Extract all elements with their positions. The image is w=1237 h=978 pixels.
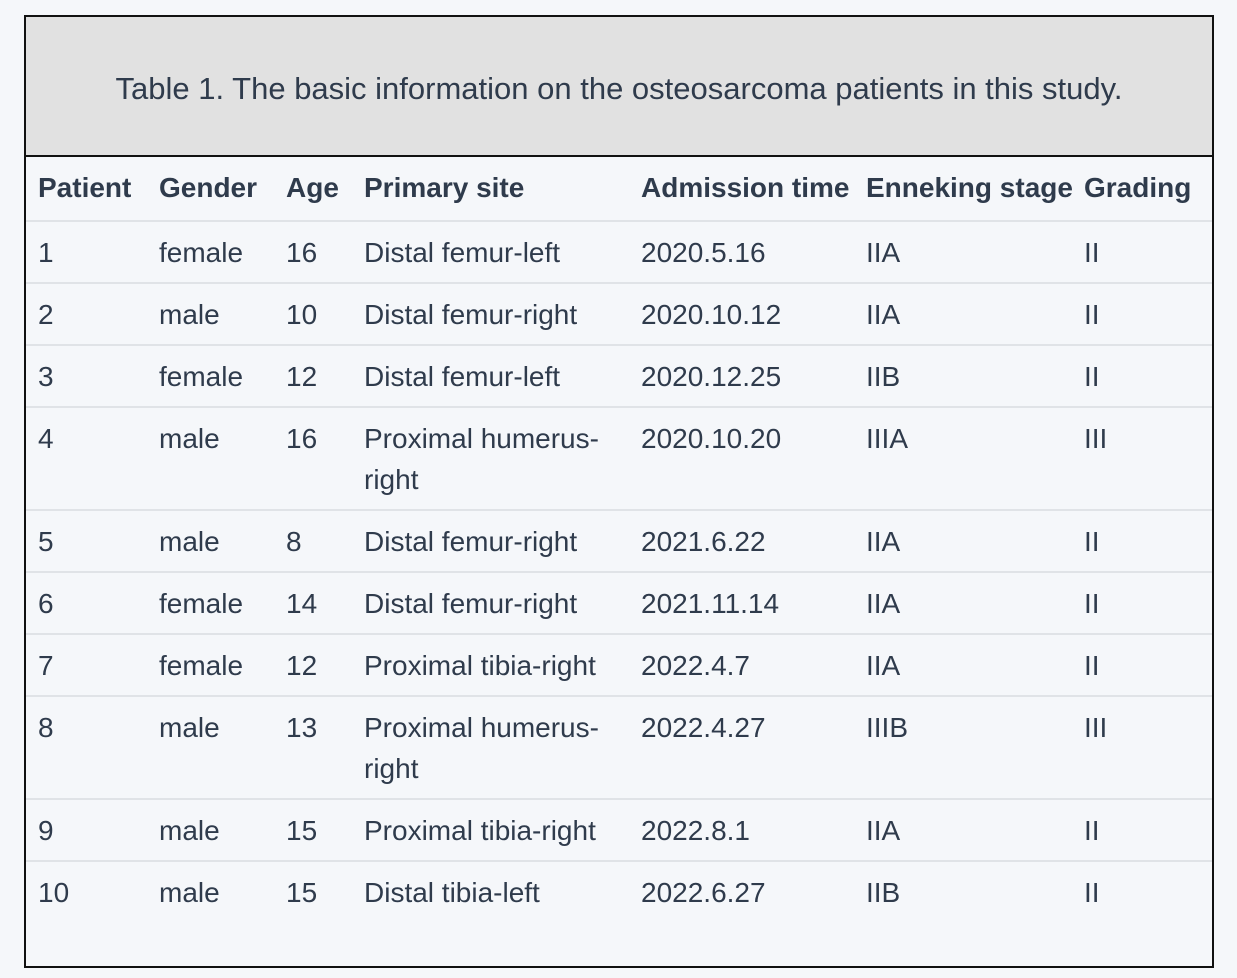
cell-admission-time: 2020.12.25 <box>630 345 855 408</box>
cell-enneking-stage: IIA <box>855 510 1073 573</box>
table-row: 8 male 13 Proximal humerus-right 2022.4.… <box>26 696 1212 800</box>
cell-grading: II <box>1073 799 1212 862</box>
header-admission-time: Admission time <box>630 157 855 222</box>
cell-patient: 10 <box>38 877 70 908</box>
cell-patient: 8 <box>26 696 148 800</box>
cell-patient: 9 <box>26 799 148 862</box>
cell-admission-time: 2021.11.14 <box>630 572 855 635</box>
table-container: Table 1. The basic information on the os… <box>24 15 1214 968</box>
cell-age: 8 <box>275 510 353 573</box>
cell-age: 16 <box>275 407 353 511</box>
cell-grading: II <box>1073 221 1212 284</box>
cell-admission-time: 2020.10.12 <box>630 283 855 346</box>
cell-enneking-stage: IIA <box>855 283 1073 346</box>
table-row: 6 female 14 Distal femur-right 2021.11.1… <box>26 572 1212 635</box>
cell-primary-site: Proximal humerus-right <box>353 407 630 511</box>
cell-primary-site: Proximal tibia-right <box>353 634 630 697</box>
cell-gender: male <box>148 696 275 800</box>
patient-table: Patient Gender Age Primary site Admissio… <box>26 157 1212 922</box>
cell-grading: II <box>1073 634 1212 697</box>
table-row: 1 female 16 Distal femur-left 2020.5.16 … <box>26 221 1212 284</box>
cell-gender: female <box>148 345 275 408</box>
cell-age: 10 <box>275 283 353 346</box>
cell-gender: male <box>159 877 220 908</box>
cell-primary-site: Distal tibia-left <box>364 877 540 908</box>
table-body: 1 female 16 Distal femur-left 2020.5.16 … <box>26 221 1212 922</box>
cell-primary-site: Distal femur-left <box>353 221 630 284</box>
cell-admission-time: 2022.4.7 <box>630 634 855 697</box>
table-row: 3 female 12 Distal femur-left 2020.12.25… <box>26 345 1212 408</box>
cell-admission-time: 2021.6.22 <box>630 510 855 573</box>
cell-grading: III <box>1073 407 1212 511</box>
cell-age: 12 <box>275 345 353 408</box>
table-row: 7 female 12 Proximal tibia-right 2022.4.… <box>26 634 1212 697</box>
cell-grading: II <box>1073 572 1212 635</box>
cell-enneking-stage: IIB <box>866 877 901 908</box>
cell-grading: II <box>1073 283 1212 346</box>
header-patient: Patient <box>26 157 148 222</box>
cell-gender: female <box>148 634 275 697</box>
table-row: 10 male 15 Distal tibia-left 2022.6.27 I… <box>26 861 1212 922</box>
cell-patient: 5 <box>26 510 148 573</box>
cell-primary-site: Distal femur-right <box>353 283 630 346</box>
cell-enneking-stage: IIB <box>855 345 1073 408</box>
cell-primary-site: Proximal tibia-right <box>353 799 630 862</box>
cell-age: 15 <box>286 877 318 908</box>
cell-patient: 1 <box>26 221 148 284</box>
table-row: 5 male 8 Distal femur-right 2021.6.22 II… <box>26 510 1212 573</box>
cell-patient: 2 <box>26 283 148 346</box>
cell-enneking-stage: IIA <box>855 634 1073 697</box>
header-grading: Grading <box>1073 157 1212 222</box>
cell-patient: 4 <box>26 407 148 511</box>
cell-gender: female <box>148 221 275 284</box>
cell-primary-site: Distal femur-right <box>353 510 630 573</box>
cell-age: 16 <box>275 221 353 284</box>
cell-age: 14 <box>275 572 353 635</box>
cell-admission-time: 2022.4.27 <box>630 696 855 800</box>
cell-primary-site: Distal femur-left <box>353 345 630 408</box>
cell-gender: male <box>148 283 275 346</box>
cell-patient: 3 <box>26 345 148 408</box>
table-caption: Table 1. The basic information on the os… <box>115 71 1123 106</box>
cell-grading: II <box>1073 345 1212 408</box>
cell-admission-time: 2022.8.1 <box>630 799 855 862</box>
cell-grading: III <box>1073 696 1212 800</box>
cell-admission-time: 2022.6.27 <box>641 877 766 908</box>
cell-admission-time: 2020.5.16 <box>630 221 855 284</box>
table-header: Patient Gender Age Primary site Admissio… <box>26 157 1212 222</box>
cell-enneking-stage: IIIB <box>855 696 1073 800</box>
table-caption-bar: Table 1. The basic information on the os… <box>26 17 1212 157</box>
table-row: 4 male 16 Proximal humerus-right 2020.10… <box>26 407 1212 511</box>
cell-grading: II <box>1073 510 1212 573</box>
cell-age: 13 <box>275 696 353 800</box>
header-gender: Gender <box>148 157 275 222</box>
header-enneking-stage: Enneking stage <box>855 157 1073 222</box>
cell-admission-time: 2020.10.20 <box>630 407 855 511</box>
cell-primary-site: Proximal humerus-right <box>353 696 630 800</box>
cell-enneking-stage: IIA <box>855 221 1073 284</box>
cell-age: 12 <box>275 634 353 697</box>
cell-enneking-stage: IIIA <box>855 407 1073 511</box>
cell-gender: male <box>148 407 275 511</box>
table-row: 9 male 15 Proximal tibia-right 2022.8.1 … <box>26 799 1212 862</box>
cell-gender: male <box>148 510 275 573</box>
cell-age: 15 <box>275 799 353 862</box>
header-row: Patient Gender Age Primary site Admissio… <box>26 157 1212 222</box>
cell-enneking-stage: IIA <box>855 799 1073 862</box>
cell-patient: 6 <box>26 572 148 635</box>
cell-gender: female <box>148 572 275 635</box>
cell-grading: II <box>1084 877 1100 908</box>
cell-enneking-stage: IIA <box>855 572 1073 635</box>
cell-gender: male <box>148 799 275 862</box>
cell-primary-site: Distal femur-right <box>353 572 630 635</box>
header-primary-site: Primary site <box>353 157 630 222</box>
header-age: Age <box>275 157 353 222</box>
table-row: 2 male 10 Distal femur-right 2020.10.12 … <box>26 283 1212 346</box>
cell-patient: 7 <box>26 634 148 697</box>
